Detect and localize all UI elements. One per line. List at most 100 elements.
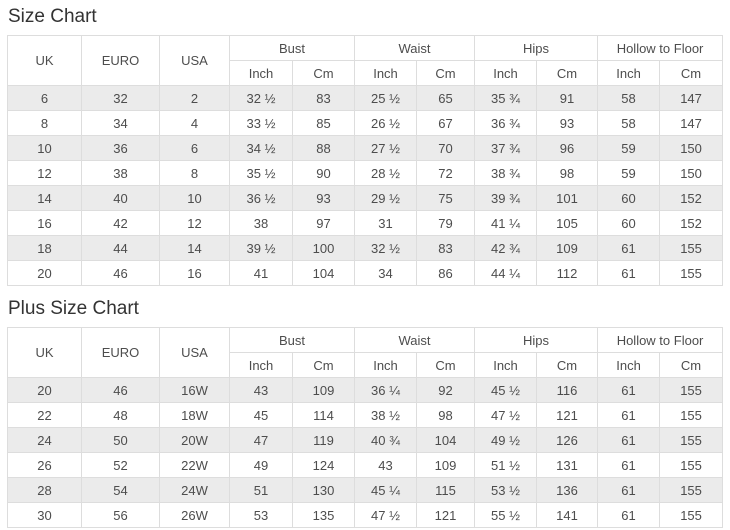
table-row: 18 44 14 39 ½ 100 32 ½ 83 42 ¾ 109 61 155	[7, 235, 724, 261]
data-cell: 32 ½	[354, 235, 418, 261]
data-cell: 96	[536, 135, 599, 161]
data-cell: 53	[229, 502, 293, 528]
data-cell: 141	[536, 502, 599, 528]
table-row: 20 46 16W 43 109 36 ¼ 92 45 ½ 116 61 155	[7, 377, 724, 403]
data-cell: 61	[597, 452, 661, 478]
column-header-usa: USA	[159, 35, 230, 86]
group-header-hips: Hips	[474, 35, 599, 61]
data-cell: 6	[7, 85, 82, 111]
data-cell: 61	[597, 402, 661, 428]
data-cell: 116	[536, 377, 599, 403]
table-row: 16 42 12 38 97 31 79 41 ¼ 105 60 152	[7, 210, 724, 236]
data-cell: 29 ½	[354, 185, 418, 211]
sub-header-bust-cm: Cm	[291, 352, 356, 378]
table-row: 14 40 10 36 ½ 93 29 ½ 75 39 ¾ 101 60 152	[7, 185, 724, 211]
data-cell: 34	[81, 110, 160, 136]
data-cell: 97	[291, 210, 356, 236]
table-row: 6 32 2 32 ½ 83 25 ½ 65 35 ¾ 91 58 147	[7, 85, 724, 111]
group-header-hips: Hips	[474, 327, 599, 353]
data-cell: 50	[81, 427, 160, 453]
sub-header-hips-inch: Inch	[474, 60, 538, 86]
sub-header-hips-cm: Cm	[536, 352, 599, 378]
data-cell: 41 ¼	[474, 210, 538, 236]
sub-header-waist-inch: Inch	[354, 60, 418, 86]
data-cell: 33 ½	[229, 110, 293, 136]
data-cell: 14	[7, 185, 82, 211]
data-cell: 16	[7, 210, 82, 236]
data-cell: 10	[7, 135, 82, 161]
data-cell: 48	[81, 402, 160, 428]
data-cell: 90	[291, 160, 356, 186]
data-cell: 91	[536, 85, 599, 111]
data-cell: 28	[7, 477, 82, 503]
sub-header-hollow-to-floor-inch: Inch	[597, 352, 661, 378]
column-header-euro: EURO	[81, 35, 160, 86]
data-cell: 44 ¼	[474, 260, 538, 286]
table-row: 12 38 8 35 ½ 90 28 ½ 72 38 ¾ 98 59 150	[7, 160, 724, 186]
column-header-uk: UK	[7, 35, 82, 86]
data-cell: 26	[7, 452, 82, 478]
group-header-waist: Waist	[354, 35, 476, 61]
sub-header-hips-inch: Inch	[474, 352, 538, 378]
data-cell: 20W	[159, 427, 230, 453]
data-cell: 20	[7, 377, 82, 403]
data-cell: 60	[597, 210, 661, 236]
data-cell: 35 ¾	[474, 85, 538, 111]
data-cell: 101	[536, 185, 599, 211]
data-cell: 42 ¾	[474, 235, 538, 261]
data-cell: 27 ½	[354, 135, 418, 161]
data-cell: 28 ½	[354, 160, 418, 186]
sub-header-bust-cm: Cm	[291, 60, 356, 86]
data-cell: 44	[81, 235, 160, 261]
data-cell: 109	[536, 235, 599, 261]
data-cell: 22W	[159, 452, 230, 478]
data-cell: 24W	[159, 477, 230, 503]
data-cell: 31	[354, 210, 418, 236]
data-cell: 24	[7, 427, 82, 453]
group-header-bust: Bust	[228, 35, 356, 61]
data-cell: 46	[81, 377, 160, 403]
data-cell: 43	[354, 452, 418, 478]
data-cell: 46	[81, 260, 160, 286]
data-cell: 34 ½	[229, 135, 293, 161]
data-cell: 155	[659, 427, 724, 453]
data-cell: 2	[159, 85, 230, 111]
data-cell: 36	[81, 135, 160, 161]
table-row: 20 46 16 41 104 34 86 44 ¼ 112 61 155	[7, 260, 724, 286]
data-cell: 150	[659, 135, 724, 161]
table-row: 28 54 24W 51 130 45 ¼ 115 53 ½ 136 61 155	[7, 477, 724, 503]
data-cell: 51	[229, 477, 293, 503]
data-cell: 98	[536, 160, 599, 186]
data-cell: 131	[536, 452, 599, 478]
data-cell: 155	[659, 502, 724, 528]
data-cell: 45 ¼	[354, 477, 418, 503]
data-cell: 135	[291, 502, 356, 528]
data-cell: 136	[536, 477, 599, 503]
data-cell: 70	[416, 135, 476, 161]
data-cell: 36 ¾	[474, 110, 538, 136]
data-cell: 155	[659, 260, 724, 286]
sub-header-hollow-to-floor-cm: Cm	[659, 352, 724, 378]
sub-header-bust-inch: Inch	[229, 60, 293, 86]
sub-header-waist-cm: Cm	[416, 60, 476, 86]
data-cell: 59	[597, 135, 661, 161]
data-cell: 4	[159, 110, 230, 136]
column-header-usa: USA	[159, 327, 230, 378]
data-cell: 30	[7, 502, 82, 528]
data-cell: 61	[597, 260, 661, 286]
data-cell: 121	[536, 402, 599, 428]
data-cell: 55 ½	[474, 502, 538, 528]
data-cell: 98	[416, 402, 476, 428]
data-cell: 155	[659, 377, 724, 403]
data-cell: 18W	[159, 402, 230, 428]
data-cell: 10	[159, 185, 230, 211]
data-cell: 150	[659, 160, 724, 186]
data-cell: 93	[291, 185, 356, 211]
data-cell: 6	[159, 135, 230, 161]
group-header-hollow-to-floor: Hollow to Floor	[597, 327, 724, 353]
group-header-bust: Bust	[228, 327, 356, 353]
data-cell: 43	[229, 377, 293, 403]
data-cell: 35 ½	[229, 160, 293, 186]
sub-header-bust-inch: Inch	[229, 352, 293, 378]
data-cell: 126	[536, 427, 599, 453]
